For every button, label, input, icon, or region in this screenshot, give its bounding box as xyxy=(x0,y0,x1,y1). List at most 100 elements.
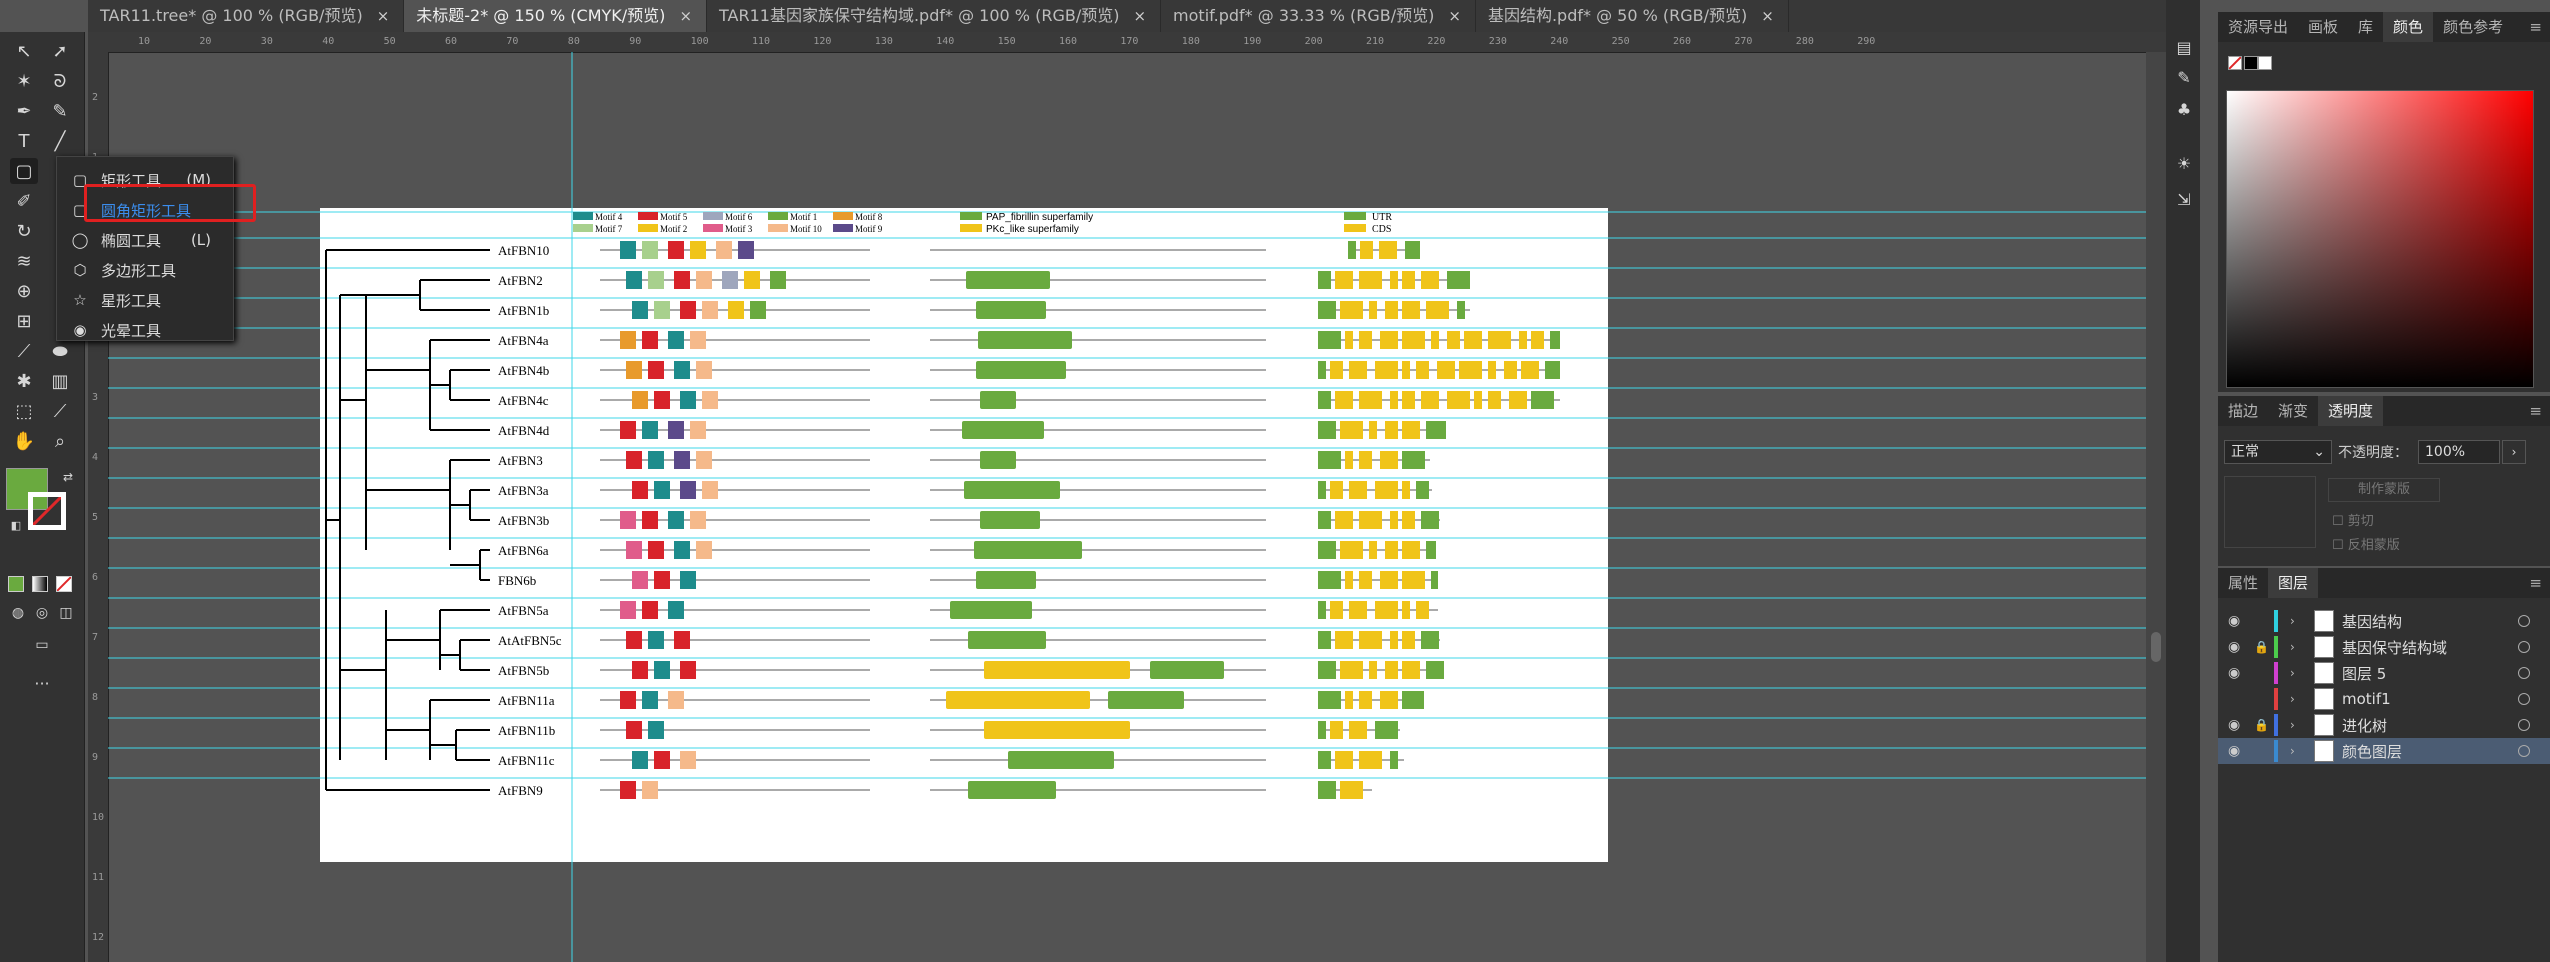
panel-tab[interactable]: 资源导出 xyxy=(2228,18,2289,36)
visibility-eye-icon[interactable]: ◉ xyxy=(2228,665,2241,681)
expand-caret-icon[interactable]: › xyxy=(2290,666,2295,680)
default-colors-icon[interactable]: ◧ xyxy=(10,518,22,532)
slice-tool-icon[interactable]: ⟋ xyxy=(53,400,67,422)
export-panel-icon[interactable]: ⇲ xyxy=(2177,189,2191,209)
panel-tab[interactable]: 图层 xyxy=(2268,568,2319,598)
flyout-item[interactable]: ◉ 光晕工具 xyxy=(57,315,233,345)
gradient-mode-icon[interactable] xyxy=(32,576,48,592)
panel-tab[interactable]: 画板 xyxy=(2308,18,2339,36)
selection-tool-icon[interactable]: ↖ xyxy=(16,40,32,62)
close-tab-icon[interactable]: × xyxy=(376,7,390,25)
flyout-item[interactable]: ◯ 椭圆工具 (L) xyxy=(57,225,233,255)
panel-tab[interactable]: 属性 xyxy=(2228,574,2259,592)
panel-tab[interactable]: 库 xyxy=(2358,18,2374,36)
expand-caret-icon[interactable]: › xyxy=(2290,744,2295,758)
close-tab-icon[interactable]: × xyxy=(1133,7,1147,25)
artboard-tool-icon[interactable]: ⬚ xyxy=(15,400,33,422)
perspective-grid-icon[interactable]: ⊞ xyxy=(16,310,32,332)
expand-caret-icon[interactable]: › xyxy=(2290,614,2295,628)
layer-row[interactable]: › motif1 xyxy=(2218,686,2550,712)
rotate-tool-icon[interactable]: ↻ xyxy=(16,220,32,242)
color-mode-icon[interactable] xyxy=(8,576,24,592)
layer-row[interactable]: ◉ 🔒 › 基因保守结构域 xyxy=(2218,634,2550,660)
appearance-panel-icon[interactable]: ☀ xyxy=(2176,153,2192,173)
expand-caret-icon[interactable]: › xyxy=(2290,640,2295,654)
lasso-icon[interactable]: ᘐ xyxy=(53,70,67,92)
panel-menu-icon[interactable]: ≡ xyxy=(2529,18,2542,36)
layer-row[interactable]: ◉ › 颜色图层 xyxy=(2218,738,2550,764)
symbols-panel-icon[interactable]: ♣ xyxy=(2176,99,2192,119)
make-mask-button[interactable]: 制作蒙版 xyxy=(2328,478,2440,502)
draw-normal-icon[interactable]: ◍ xyxy=(11,605,25,621)
color-spectrum[interactable] xyxy=(2226,90,2534,388)
shape-builder-icon[interactable]: ⊕ xyxy=(16,280,32,302)
clip-checkbox[interactable]: ☐ 剪切 xyxy=(2332,514,2374,529)
swap-fill-stroke-icon[interactable]: ⇄ xyxy=(62,470,74,484)
vertical-scrollbar[interactable] xyxy=(2146,52,2166,962)
visibility-eye-icon[interactable]: ◉ xyxy=(2228,717,2241,733)
target-circle-icon[interactable] xyxy=(2518,693,2530,705)
paintbrush-icon[interactable]: ✐ xyxy=(16,190,32,212)
flyout-item[interactable]: ☆ 星形工具 xyxy=(57,285,233,315)
document-tab[interactable]: motif.pdf* @ 33.33 % (RGB/预览) × xyxy=(1161,0,1476,32)
visibility-eye-icon[interactable]: ◉ xyxy=(2228,613,2241,629)
column-graph-icon[interactable]: ▥ xyxy=(51,370,69,392)
draw-behind-icon[interactable]: ◎ xyxy=(35,605,49,621)
pen-tool-icon[interactable]: ✒ xyxy=(16,100,32,122)
more-tools-icon[interactable]: ··· xyxy=(34,673,50,693)
direct-selection-tool-icon[interactable]: ➚ xyxy=(52,40,68,62)
panel-menu-icon[interactable]: ≡ xyxy=(2529,574,2542,592)
document-tab[interactable]: TAR11基因家族保守结构域.pdf* @ 100 % (RGB/预览) × xyxy=(707,0,1162,32)
white-swatch[interactable] xyxy=(2258,56,2272,70)
stroke-color-swatch[interactable] xyxy=(28,492,66,530)
black-swatch[interactable] xyxy=(2244,56,2258,70)
target-circle-icon[interactable] xyxy=(2518,641,2530,653)
artboard-panel-icon[interactable]: ▤ xyxy=(2176,37,2192,57)
lock-icon[interactable]: 🔒 xyxy=(2254,640,2269,654)
screen-mode-icon[interactable]: ▭ xyxy=(35,637,49,653)
flyout-item[interactable]: ▢ 圆角矩形工具 xyxy=(57,195,233,225)
type-tool-icon[interactable]: T xyxy=(18,130,30,152)
target-circle-icon[interactable] xyxy=(2518,615,2530,627)
rectangle-tool-icon[interactable]: ▢ xyxy=(10,158,38,184)
visibility-eye-icon[interactable]: ◉ xyxy=(2228,639,2241,655)
fill-color-swatch[interactable] xyxy=(6,468,48,510)
none-mode-icon[interactable] xyxy=(56,576,72,592)
draw-inside-icon[interactable]: ◫ xyxy=(59,605,73,621)
panel-tab[interactable]: 描边 xyxy=(2228,402,2259,420)
brush-panel-icon[interactable]: ✎ xyxy=(2177,67,2191,87)
layer-row[interactable]: ◉ 🔒 › 进化树 xyxy=(2218,712,2550,738)
panel-menu-icon[interactable]: ≡ xyxy=(2529,402,2542,420)
layer-row[interactable]: ◉ › 基因结构 xyxy=(2218,608,2550,634)
invert-mask-checkbox[interactable]: ☐ 反相蒙版 xyxy=(2332,538,2400,553)
target-circle-icon[interactable] xyxy=(2518,745,2530,757)
expand-caret-icon[interactable]: › xyxy=(2290,692,2295,706)
eyedropper-icon[interactable]: ⟋ xyxy=(17,340,31,362)
layer-row[interactable]: ◉ › 图层 5 xyxy=(2218,660,2550,686)
panel-tab[interactable]: 颜色 xyxy=(2383,12,2434,42)
expand-caret-icon[interactable]: › xyxy=(2290,718,2295,732)
close-tab-icon[interactable]: × xyxy=(679,7,693,25)
document-tab[interactable]: TAR11.tree* @ 100 % (RGB/预览) × xyxy=(88,0,405,32)
curvature-tool-icon[interactable]: ✎ xyxy=(52,100,68,122)
zoom-tool-icon[interactable]: ⌕ xyxy=(54,430,66,452)
symbol-sprayer-icon[interactable]: ✱ xyxy=(16,370,32,392)
target-circle-icon[interactable] xyxy=(2518,719,2530,731)
close-tab-icon[interactable]: × xyxy=(1448,7,1461,25)
opacity-arrow-icon[interactable]: › xyxy=(2502,440,2526,464)
panel-tab[interactable]: 渐变 xyxy=(2278,402,2309,420)
document-tab[interactable]: 基因结构.pdf* @ 50 % (RGB/预览) × xyxy=(1476,0,1789,32)
hand-tool-icon[interactable]: ✋ xyxy=(12,430,36,452)
panel-tab[interactable]: 透明度 xyxy=(2318,396,2384,426)
close-tab-icon[interactable]: × xyxy=(1761,7,1774,25)
line-tool-icon[interactable]: ╱ xyxy=(54,130,66,152)
lock-icon[interactable]: 🔒 xyxy=(2254,718,2269,732)
panel-tab[interactable]: 颜色参考 xyxy=(2443,18,2504,36)
flyout-item[interactable]: ⬡ 多边形工具 xyxy=(57,255,233,285)
visibility-eye-icon[interactable]: ◉ xyxy=(2228,743,2241,759)
scroll-thumb[interactable] xyxy=(2151,632,2161,662)
warp-tool-icon[interactable]: ≋ xyxy=(16,250,32,272)
none-swatch[interactable] xyxy=(2228,56,2242,70)
target-circle-icon[interactable] xyxy=(2518,667,2530,679)
document-tab[interactable]: 未标题-2* @ 150 % (CMYK/预览) × xyxy=(404,0,708,32)
